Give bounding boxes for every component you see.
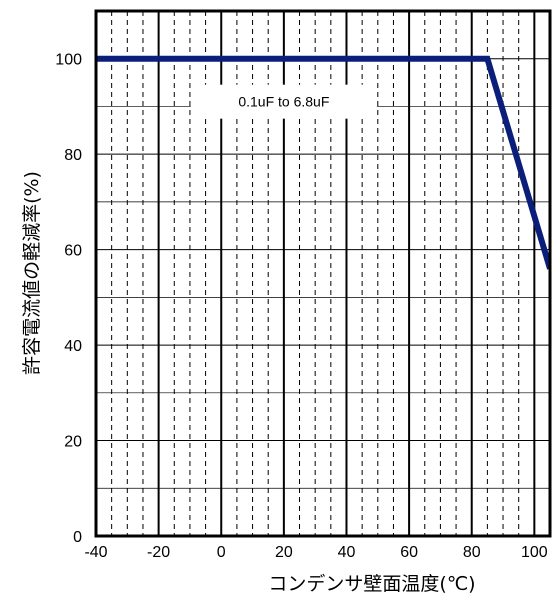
y-tick-label: 0 bbox=[73, 529, 82, 546]
annotation-label: 0.1uF to 6.8uF bbox=[238, 94, 329, 110]
y-tick-label: 60 bbox=[64, 243, 82, 260]
y-tick-labels: 0 20 40 60 80 100 bbox=[55, 52, 82, 546]
x-tick-label: 20 bbox=[275, 544, 293, 561]
y-axis-title: 許容電流値の軽減率(%) bbox=[21, 171, 43, 375]
x-tick-label: 100 bbox=[521, 544, 548, 561]
series-layer bbox=[96, 55, 550, 270]
y-tick-label: 100 bbox=[55, 52, 82, 69]
x-tick-label: -40 bbox=[84, 544, 107, 561]
x-tick-label: 60 bbox=[400, 544, 418, 561]
annotation-layer: 0.1uF to 6.8uF bbox=[190, 84, 377, 119]
y-tick-label: 80 bbox=[64, 147, 82, 164]
x-axis-title: コンデンサ壁面温度(℃) bbox=[268, 573, 475, 595]
minor-gridlines bbox=[96, 10, 550, 536]
x-tick-label: 0 bbox=[217, 544, 226, 561]
series-line bbox=[96, 55, 550, 270]
y-tick-label: 20 bbox=[64, 434, 82, 451]
x-tick-label: -20 bbox=[147, 544, 170, 561]
y-tick-label: 40 bbox=[64, 338, 82, 355]
plot-frame bbox=[94, 9, 552, 538]
x-tick-label: 40 bbox=[338, 544, 356, 561]
annotation-box bbox=[190, 84, 377, 119]
x-tick-labels: -40 -20 0 20 40 60 80 100 bbox=[84, 544, 547, 561]
x-tick-label: 80 bbox=[463, 544, 481, 561]
